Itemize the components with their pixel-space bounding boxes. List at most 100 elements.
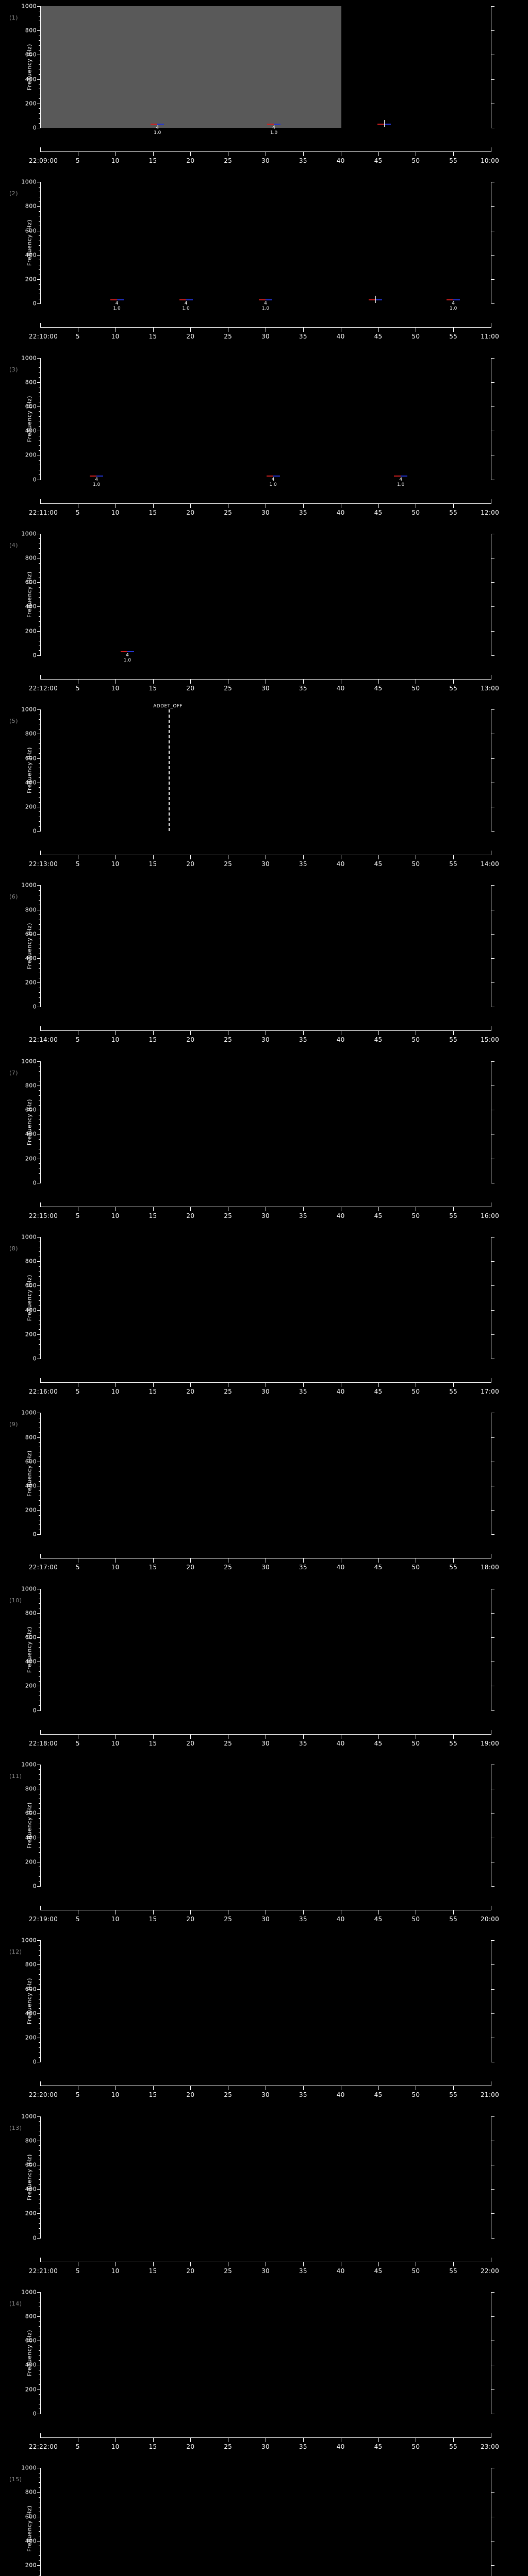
- y-axis-title: Frequency (Hz): [26, 747, 33, 794]
- event-magnitude-label: 4: [184, 301, 188, 307]
- x-axis-tick: [40, 1730, 41, 1735]
- x-axis-tick-label: 30: [261, 2267, 270, 2275]
- y-axis-tick-label: 800: [25, 554, 37, 562]
- seismic-event-marker: 4 1.0: [447, 299, 460, 311]
- x-axis-tick-label: 25: [224, 1036, 233, 1044]
- x-axis-tick: [40, 1905, 41, 1910]
- event-phase-bar-icon: [368, 296, 382, 303]
- x-axis-tick-label: 45: [374, 684, 383, 692]
- x-axis-start-time-label: 22:20:00: [28, 2091, 58, 2099]
- y-axis-minor-tick: [39, 621, 41, 622]
- y-axis-title: Frequency (Hz): [26, 44, 33, 90]
- x-axis-tick-label: 5: [75, 1564, 80, 1571]
- x-axis-end-time-label: 15:00: [480, 1036, 500, 1044]
- y-axis-minor-tick: [39, 201, 41, 202]
- x-axis-tick-label: 40: [336, 2267, 345, 2275]
- y-axis-minor-tick: [39, 1105, 41, 1106]
- x-axis-tick: [153, 152, 154, 156]
- y-axis-tick-label: 600: [25, 1809, 37, 1817]
- y-axis-minor-tick: [39, 572, 41, 573]
- right-axis-tick: [491, 2492, 494, 2493]
- y-axis-minor-tick: [39, 1344, 41, 1345]
- x-axis: [40, 674, 491, 684]
- y-axis-minor-tick: [39, 1466, 41, 1467]
- spectrogram-panel: (13) Frequency (Hz) 1000 800 600 400 200 0 22:21…: [0, 2110, 528, 2286]
- x-axis-tick-label: 50: [411, 509, 420, 516]
- x-axis-tick-label: 30: [261, 157, 270, 164]
- y-axis-minor-tick: [39, 900, 41, 901]
- x-axis-tick-label: 10: [111, 1388, 120, 1396]
- y-axis-minor-tick: [39, 211, 41, 212]
- x-axis-tick-label: 30: [261, 1212, 270, 1219]
- x-axis-end-time-label: 22:00: [480, 2267, 500, 2275]
- seismic-event-marker: [377, 120, 391, 127]
- y-axis-minor-tick: [39, 1442, 41, 1443]
- x-axis-tick-label: 20: [186, 2443, 195, 2450]
- x-axis-tick: [153, 1383, 154, 1387]
- x-axis-tick-label: 15: [148, 860, 157, 868]
- y-axis-minor-tick: [39, 2057, 41, 2058]
- x-axis-tick: [190, 503, 191, 508]
- y-axis-tick: [37, 582, 41, 583]
- y-axis-tick: [37, 958, 41, 959]
- y-axis-minor-tick: [39, 411, 41, 412]
- x-axis-tick: [40, 1378, 41, 1383]
- x-axis-end-time-label: 10:00: [480, 157, 500, 164]
- x-axis-tick: [153, 1558, 154, 1563]
- y-axis-tick-label: 0: [32, 827, 37, 835]
- x-axis-tick-label: 20: [186, 1212, 195, 1219]
- x-axis-tick-label: 25: [224, 1915, 233, 1923]
- y-axis-tick-label: 600: [25, 227, 37, 234]
- x-axis-tick: [453, 2086, 454, 2091]
- x-axis-tick-label: 20: [186, 2091, 195, 2099]
- right-axis-tick: [491, 1261, 494, 1262]
- x-axis-tick-label: 40: [336, 333, 345, 341]
- x-axis: [40, 1378, 491, 1387]
- x-axis-tick-label: 10: [111, 157, 120, 164]
- y-axis-minor-tick: [39, 811, 41, 812]
- y-axis-minor-tick: [39, 108, 41, 109]
- x-axis-tick: [453, 1031, 454, 1036]
- x-axis-tick-label: 20: [186, 2267, 195, 2275]
- y-axis-tick-label: 200: [25, 276, 37, 283]
- panel-index-label: (1): [9, 14, 19, 21]
- y-axis-minor-tick: [39, 763, 41, 764]
- y-axis-minor-tick: [39, 1647, 41, 1648]
- y-axis-tick: [37, 631, 41, 632]
- y-axis-tick-label: 1000: [21, 354, 37, 362]
- x-axis-tick-label: 40: [336, 1212, 345, 1219]
- spectrogram-panel: (12) Frequency (Hz) 1000 800 600 400 200 0 22:20…: [0, 1934, 528, 2110]
- y-axis-minor-tick: [39, 963, 41, 964]
- x-axis-end-time-label: 20:00: [480, 1915, 500, 1923]
- x-axis-tick: [190, 1383, 191, 1387]
- y-axis-minor-tick: [39, 821, 41, 822]
- y-axis-title: Frequency (Hz): [26, 2329, 33, 2376]
- x-axis-end-time-label: 11:00: [480, 333, 500, 341]
- y-axis-minor-tick: [39, 1490, 41, 1492]
- y-axis-tick-label: 200: [25, 100, 37, 107]
- x-axis-tick-label: 35: [299, 2267, 307, 2275]
- x-axis-tick-label: 45: [374, 1036, 383, 1044]
- y-axis-tick-label: 200: [25, 451, 37, 459]
- y-axis-minor-tick: [39, 2042, 41, 2043]
- x-axis-tick: [153, 2437, 154, 2442]
- y-axis-minor-tick: [39, 372, 41, 373]
- right-axis-tick: [491, 709, 494, 710]
- y-axis-minor-tick: [39, 2228, 41, 2229]
- y-axis-minor-tick: [39, 2150, 41, 2151]
- x-axis-tick-label: 55: [449, 1915, 458, 1923]
- plot-area: 1000 800 600 400 200 0: [21, 1234, 491, 1362]
- right-axis-tick: [491, 1061, 494, 1062]
- y-axis-minor-tick: [39, 1671, 41, 1672]
- y-axis-minor-tick: [39, 1876, 41, 1877]
- y-axis-minor-tick: [39, 1173, 41, 1174]
- plot-area: 1000 800 600 400 200 0: [21, 1761, 491, 1889]
- x-axis-tick-label: 10: [111, 684, 120, 692]
- right-axis-tick: [491, 2389, 494, 2390]
- seismic-event-marker: 4 1.0: [110, 299, 124, 311]
- spectrogram-panel: (7) Frequency (Hz) 1000 800 600 400 200 0 22:15:…: [0, 1055, 528, 1231]
- y-axis-minor-tick: [39, 2121, 41, 2122]
- event-depth-label: 1.0: [397, 482, 405, 487]
- x-axis: [40, 147, 491, 156]
- x-axis-tick: [153, 1910, 154, 1914]
